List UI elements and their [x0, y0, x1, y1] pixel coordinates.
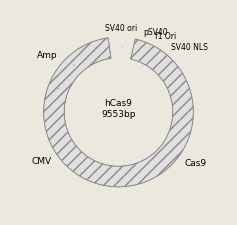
Text: SV40 ori: SV40 ori — [105, 24, 137, 33]
Wedge shape — [144, 47, 169, 72]
Wedge shape — [155, 57, 183, 86]
Text: CMV: CMV — [31, 156, 51, 165]
Text: hCas9
9553bp: hCas9 9553bp — [101, 99, 136, 118]
Text: Amp: Amp — [37, 51, 58, 60]
Wedge shape — [44, 112, 96, 180]
Text: Cas9: Cas9 — [184, 158, 206, 167]
Text: pSV40: pSV40 — [143, 27, 168, 36]
Text: f1 Ori: f1 Ori — [155, 32, 176, 41]
Wedge shape — [44, 39, 111, 112]
Wedge shape — [131, 40, 154, 65]
Text: SV40 NLS: SV40 NLS — [171, 43, 208, 52]
Wedge shape — [87, 75, 193, 187]
Wedge shape — [44, 39, 193, 187]
